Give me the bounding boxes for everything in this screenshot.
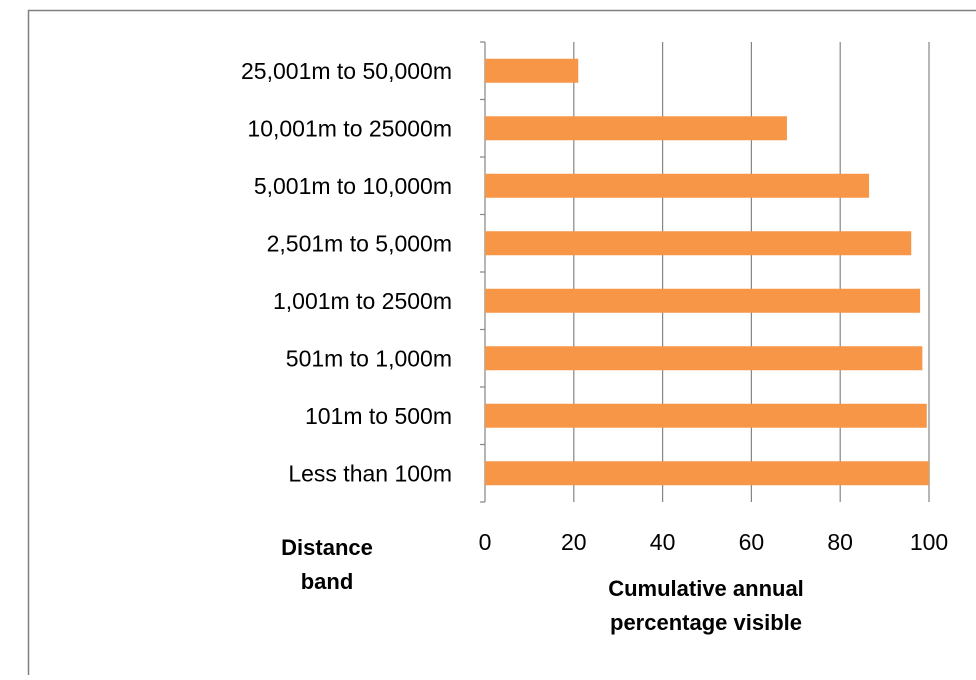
bar: [485, 59, 578, 83]
x-axis-title-line-1: Cumulative annual: [608, 576, 804, 601]
x-tick-label: 40: [650, 529, 676, 555]
x-tick-label: 100: [910, 529, 948, 555]
bar: [485, 116, 787, 140]
bar: [485, 174, 869, 198]
bar: [485, 231, 911, 255]
y-axis-title-line-1: Distance: [281, 535, 373, 560]
x-tick-label: 20: [561, 529, 587, 555]
category-label: 1,001m to 2500m: [273, 288, 452, 314]
category-label: 2,501m to 5,000m: [267, 230, 452, 256]
category-label: 101m to 500m: [305, 403, 452, 429]
bar: [485, 461, 929, 485]
x-axis-title-line-2: percentage visible: [610, 610, 802, 635]
bar: [485, 346, 922, 370]
gridlines: [574, 42, 929, 502]
category-label: 25,001m to 50,000m: [241, 58, 452, 84]
category-label: 501m to 1,000m: [286, 345, 452, 371]
bar: [485, 404, 927, 428]
bar: [485, 289, 920, 313]
category-label: Less than 100m: [288, 460, 452, 486]
axes: [480, 42, 485, 502]
x-tick-label: 80: [827, 529, 853, 555]
category-label: 10,001m to 25000m: [247, 115, 452, 141]
x-tick-label: 0: [479, 529, 492, 555]
y-axis-title-line-2: band: [301, 569, 354, 594]
category-label: 5,001m to 10,000m: [254, 173, 452, 199]
x-tick-label: 60: [739, 529, 765, 555]
chart-border: [29, 11, 976, 676]
bars: [485, 59, 929, 486]
